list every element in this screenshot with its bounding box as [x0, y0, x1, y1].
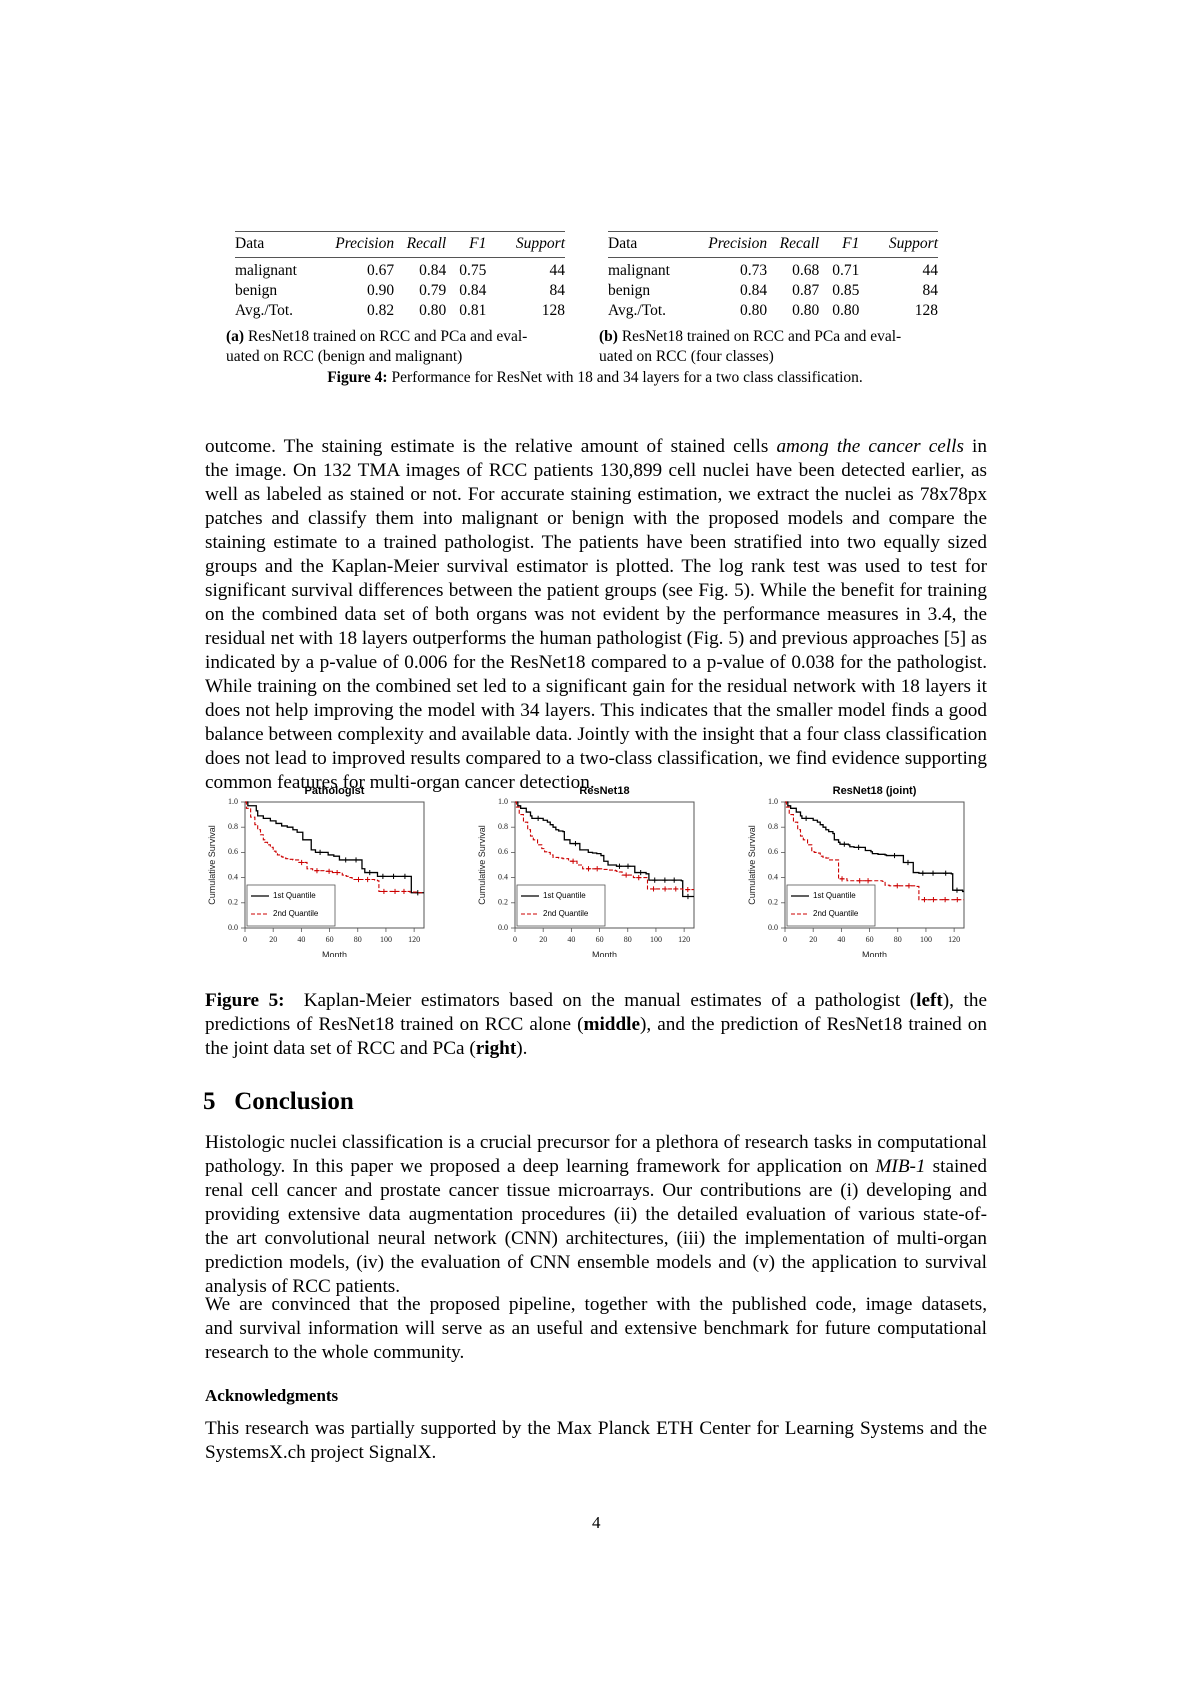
- svg-text:0.8: 0.8: [228, 822, 238, 831]
- svg-text:80: 80: [354, 935, 362, 944]
- svg-text:1.0: 1.0: [768, 796, 778, 805]
- svg-text:0: 0: [243, 935, 247, 944]
- svg-text:1st Quantile: 1st Quantile: [543, 891, 586, 900]
- svg-text:120: 120: [408, 935, 420, 944]
- svg-text:ResNet18: ResNet18: [579, 785, 629, 797]
- svg-text:0.4: 0.4: [498, 872, 508, 881]
- svg-text:0.0: 0.0: [228, 922, 238, 931]
- svg-text:Pathologist: Pathologist: [305, 785, 365, 797]
- svg-text:Month: Month: [862, 950, 887, 957]
- svg-text:100: 100: [920, 935, 932, 944]
- svg-text:0.2: 0.2: [498, 897, 508, 906]
- svg-text:2nd Quantile: 2nd Quantile: [273, 909, 319, 918]
- svg-text:0.8: 0.8: [768, 822, 778, 831]
- svg-text:40: 40: [567, 935, 575, 944]
- svg-text:0.2: 0.2: [768, 897, 778, 906]
- svg-text:Month: Month: [322, 950, 347, 957]
- svg-text:0.0: 0.0: [768, 922, 778, 931]
- svg-text:0.6: 0.6: [768, 847, 778, 856]
- svg-text:0.0: 0.0: [498, 922, 508, 931]
- svg-text:40: 40: [297, 935, 305, 944]
- svg-text:80: 80: [624, 935, 632, 944]
- svg-text:0.4: 0.4: [768, 872, 778, 881]
- svg-text:0.8: 0.8: [498, 822, 508, 831]
- svg-text:60: 60: [865, 935, 873, 944]
- svg-text:100: 100: [650, 935, 662, 944]
- svg-text:20: 20: [809, 935, 817, 944]
- svg-text:2nd Quantile: 2nd Quantile: [543, 909, 589, 918]
- svg-text:120: 120: [678, 935, 690, 944]
- svg-text:Cumulative Survival: Cumulative Survival: [207, 825, 217, 905]
- svg-text:60: 60: [595, 935, 603, 944]
- svg-text:20: 20: [269, 935, 277, 944]
- svg-text:0.2: 0.2: [228, 897, 238, 906]
- svg-text:1.0: 1.0: [228, 796, 238, 805]
- svg-text:0: 0: [783, 935, 787, 944]
- svg-text:0: 0: [513, 935, 517, 944]
- svg-text:0.4: 0.4: [228, 872, 238, 881]
- svg-text:60: 60: [326, 935, 334, 944]
- svg-text:1.0: 1.0: [498, 796, 508, 805]
- svg-text:20: 20: [539, 935, 547, 944]
- svg-text:Cumulative Survival: Cumulative Survival: [477, 825, 487, 905]
- svg-text:40: 40: [837, 935, 845, 944]
- svg-text:Month: Month: [592, 950, 617, 957]
- svg-text:1st Quantile: 1st Quantile: [813, 891, 856, 900]
- svg-text:0.6: 0.6: [498, 847, 508, 856]
- svg-text:120: 120: [948, 935, 960, 944]
- svg-text:Cumulative Survival: Cumulative Survival: [747, 825, 757, 905]
- svg-text:100: 100: [380, 935, 392, 944]
- svg-text:80: 80: [894, 935, 902, 944]
- svg-text:1st Quantile: 1st Quantile: [273, 891, 316, 900]
- svg-text:2nd Quantile: 2nd Quantile: [813, 909, 859, 918]
- svg-text:ResNet18 (joint): ResNet18 (joint): [833, 785, 917, 797]
- svg-text:0.6: 0.6: [228, 847, 238, 856]
